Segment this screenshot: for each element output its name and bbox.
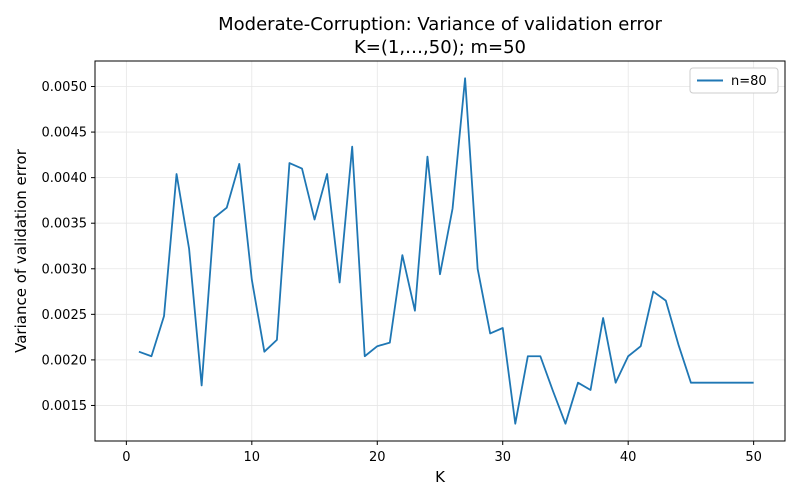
x-tick-label: 0 bbox=[122, 450, 130, 465]
x-tick-label: 10 bbox=[244, 450, 261, 465]
grid bbox=[95, 61, 785, 441]
x-tick-label: 20 bbox=[369, 450, 386, 465]
y-tick-label: 0.0020 bbox=[42, 353, 88, 368]
y-tick-label: 0.0045 bbox=[42, 126, 88, 141]
series-line-n80 bbox=[138, 77, 754, 425]
y-tick-label: 0.0030 bbox=[42, 262, 88, 277]
legend: n=80 bbox=[689, 67, 779, 94]
legend-label: n=80 bbox=[731, 74, 767, 89]
series-layer bbox=[138, 77, 754, 425]
y-axis: 0.0015 0.0020 0.0025 0.0030 0.0035 0.0040 0.00… bbox=[42, 80, 95, 414]
x-axis: 0 10 20 30 40 50 bbox=[122, 441, 762, 465]
x-tick-label: 30 bbox=[494, 450, 511, 465]
y-tick-label: 0.0015 bbox=[42, 399, 88, 414]
y-tick-label: 0.0035 bbox=[42, 217, 88, 232]
legend-box bbox=[689, 67, 779, 94]
chart-title-line2: K=(1,…,50); m=50 bbox=[354, 37, 526, 58]
x-axis-label: K bbox=[435, 468, 446, 486]
y-axis-label: Variance of validation error bbox=[12, 148, 30, 353]
y-tick-label: 0.0050 bbox=[42, 80, 88, 95]
y-tick-label: 0.0025 bbox=[42, 308, 88, 323]
plot-frame bbox=[94, 60, 786, 442]
x-tick-label: 50 bbox=[745, 450, 762, 465]
chart-title-line1: Moderate-Corruption: Variance of validat… bbox=[218, 14, 662, 35]
y-tick-label: 0.0040 bbox=[42, 171, 88, 186]
x-tick-label: 40 bbox=[620, 450, 637, 465]
